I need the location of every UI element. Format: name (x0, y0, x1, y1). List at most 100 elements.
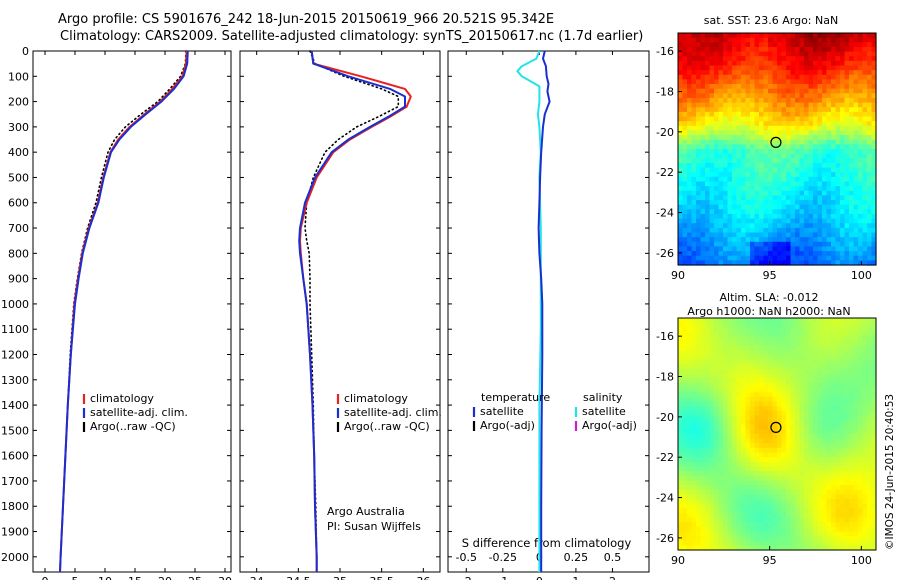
map-cell (768, 130, 774, 136)
map-cell (723, 466, 729, 472)
map-cell (705, 373, 711, 379)
map-cell (745, 232, 751, 238)
map-cell (777, 364, 783, 370)
map-cell (799, 65, 805, 71)
map-cell (849, 102, 855, 108)
map-cell (687, 93, 693, 99)
map-cell (844, 429, 850, 435)
map-cell (808, 102, 814, 108)
map-cell (696, 471, 702, 477)
map-cell (858, 74, 864, 80)
map-cell (759, 158, 765, 164)
map-cell (786, 498, 792, 505)
map-cell (795, 447, 801, 454)
map-cell (678, 195, 684, 201)
map-cell (858, 526, 864, 533)
map-cell (844, 350, 850, 356)
map-cell (799, 512, 805, 519)
map-cell (763, 536, 769, 542)
map-cell (678, 345, 684, 352)
map-cell (709, 135, 715, 141)
map-cell (858, 466, 864, 472)
map-cell (835, 331, 841, 338)
map-cell (736, 181, 742, 187)
map-cell (808, 144, 814, 150)
map-cell (862, 466, 868, 472)
map-cell (822, 93, 828, 99)
map-cell (871, 121, 877, 127)
map-cell (723, 447, 729, 454)
map-cell (714, 318, 720, 324)
map-cell (831, 93, 837, 99)
map-cell (727, 420, 733, 426)
map-cell (799, 378, 805, 384)
map-cell (745, 181, 751, 187)
map-cell (844, 452, 850, 458)
map-cell (736, 475, 742, 481)
map-cell (835, 37, 841, 43)
map-cell (754, 251, 760, 257)
map-cell (777, 135, 783, 141)
map-cell (682, 213, 688, 220)
map-cell (840, 167, 846, 173)
lon-tick-label: 90 (671, 269, 685, 282)
map-cell (718, 392, 724, 398)
map-cell (727, 434, 733, 440)
map-cell (781, 522, 787, 528)
map-cell (772, 213, 778, 220)
map-cell (853, 97, 859, 104)
map-cell (768, 74, 774, 80)
map-cell (678, 498, 684, 505)
map-cell (754, 341, 760, 347)
map-cell (790, 130, 796, 136)
map-cell (786, 149, 792, 155)
map-cell (867, 251, 873, 257)
map-cell (831, 457, 837, 463)
map-cell (763, 60, 769, 67)
map-cell (696, 172, 702, 178)
map-cell (772, 46, 778, 53)
map-cell (745, 485, 751, 491)
map-cell (732, 424, 738, 430)
map-cell (709, 144, 715, 150)
map-cell (705, 512, 711, 519)
map-cell (682, 387, 688, 393)
map-cell (867, 345, 873, 352)
map-cell (871, 517, 877, 523)
map-cell (718, 512, 724, 519)
map-cell (786, 401, 792, 407)
map-cell (745, 125, 751, 132)
map-cell (759, 545, 765, 551)
map-cell (736, 526, 742, 533)
map-cell (732, 251, 738, 257)
map-cell (844, 489, 850, 495)
map-cell (691, 494, 697, 500)
s-tick-label: 0.5 (604, 551, 622, 564)
map-cell (741, 195, 747, 201)
map-cell (772, 158, 778, 164)
map-cell (853, 508, 859, 514)
map-cell (853, 503, 859, 509)
map-cell (754, 65, 760, 71)
map-cell (777, 327, 783, 333)
map-cell (678, 392, 684, 398)
map-cell (813, 373, 819, 379)
map-cell (723, 392, 729, 398)
map-cell (727, 387, 733, 393)
map-cell (682, 359, 688, 365)
map-cell (831, 218, 837, 224)
map-cell (691, 195, 697, 201)
map-cell (763, 434, 769, 440)
map-cell (723, 540, 729, 546)
map-cell (804, 387, 810, 393)
map-cell (795, 396, 801, 403)
map-cell (835, 498, 841, 505)
map-cell (822, 176, 828, 183)
map-cell (849, 443, 855, 449)
map-cell (687, 162, 693, 169)
map-cell (867, 46, 873, 53)
map-cell (799, 42, 805, 48)
map-cell (781, 461, 787, 468)
map-cell (768, 88, 774, 94)
map-cell (696, 410, 702, 417)
